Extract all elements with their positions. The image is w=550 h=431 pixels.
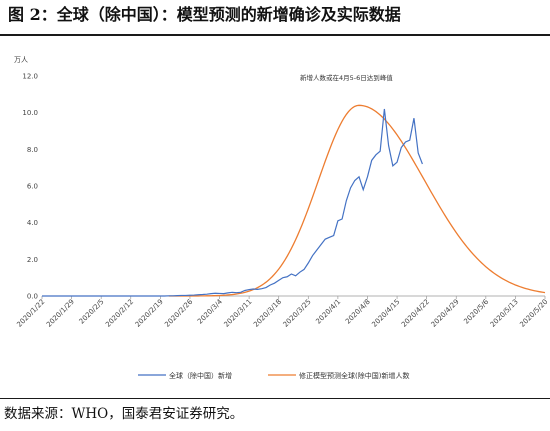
peak-annotation: 新增人数或在4月5-6日达到峰值 bbox=[300, 73, 393, 82]
y-tick-label: 12.0 bbox=[22, 73, 38, 81]
y-tick-label: 0.0 bbox=[27, 293, 38, 301]
x-tick-label: 2020/3/11 bbox=[222, 298, 253, 329]
x-tick-label: 2020/2/12 bbox=[104, 298, 135, 329]
y-axis-unit-label: 万人 bbox=[14, 56, 28, 64]
title-divider bbox=[0, 34, 550, 36]
y-tick-label: 8.0 bbox=[27, 146, 38, 154]
legend-label-actual: 全球（除中国）新增 bbox=[169, 371, 232, 380]
x-tick-label: 2020/5/6 bbox=[462, 297, 490, 325]
x-tick-label: 2020/3/18 bbox=[252, 298, 283, 329]
legend: 全球（除中国）新增 修正模型预测全球(除中国)新增人数 bbox=[138, 371, 409, 380]
y-tick-label: 6.0 bbox=[27, 183, 38, 191]
source-note: 数据来源：WHO，国泰君安证券研究。 bbox=[4, 406, 244, 422]
x-tick-label: 2020/4/1 bbox=[314, 298, 342, 326]
x-tick-label: 2020/3/25 bbox=[282, 298, 313, 329]
chart-area: 万人 0.02.04.06.08.010.012.0 2020/1/222020… bbox=[14, 56, 549, 380]
y-tick-label: 2.0 bbox=[27, 256, 38, 264]
x-tick-label: 2020/1/22 bbox=[15, 298, 46, 329]
x-tick-label: 2020/2/26 bbox=[163, 297, 194, 328]
y-tick-label: 10.0 bbox=[22, 109, 38, 117]
legend-label-forecast: 修正模型预测全球(除中国)新增人数 bbox=[299, 371, 409, 380]
x-tick-label: 2020/2/5 bbox=[78, 298, 106, 326]
y-tick-label: 4.0 bbox=[27, 219, 38, 227]
x-tick-label: 2020/5/20 bbox=[518, 298, 549, 329]
x-tick-label: 2020/4/8 bbox=[344, 298, 372, 326]
x-tick-label: 2020/4/22 bbox=[400, 298, 431, 329]
x-tick-label: 2020/2/19 bbox=[134, 298, 165, 329]
x-tick-label: 2020/3/4 bbox=[196, 297, 224, 325]
source-divider bbox=[0, 398, 550, 399]
x-tick-label: 2020/4/29 bbox=[430, 298, 461, 329]
y-axis: 0.0 2.0 4.0 6.0 8.0 10.0 12.0 bbox=[22, 73, 38, 301]
series-line-forecast bbox=[168, 104, 546, 297]
x-tick-label: 2020/5/13 bbox=[489, 298, 520, 329]
series-line-actual bbox=[42, 108, 423, 297]
figure-title: 图 2：全球（除中国）：模型预测的新增确诊及实际数据 bbox=[8, 5, 401, 24]
x-tick-label: 2020/1/29 bbox=[45, 298, 76, 329]
x-tick-label: 2020/4/15 bbox=[370, 298, 401, 329]
